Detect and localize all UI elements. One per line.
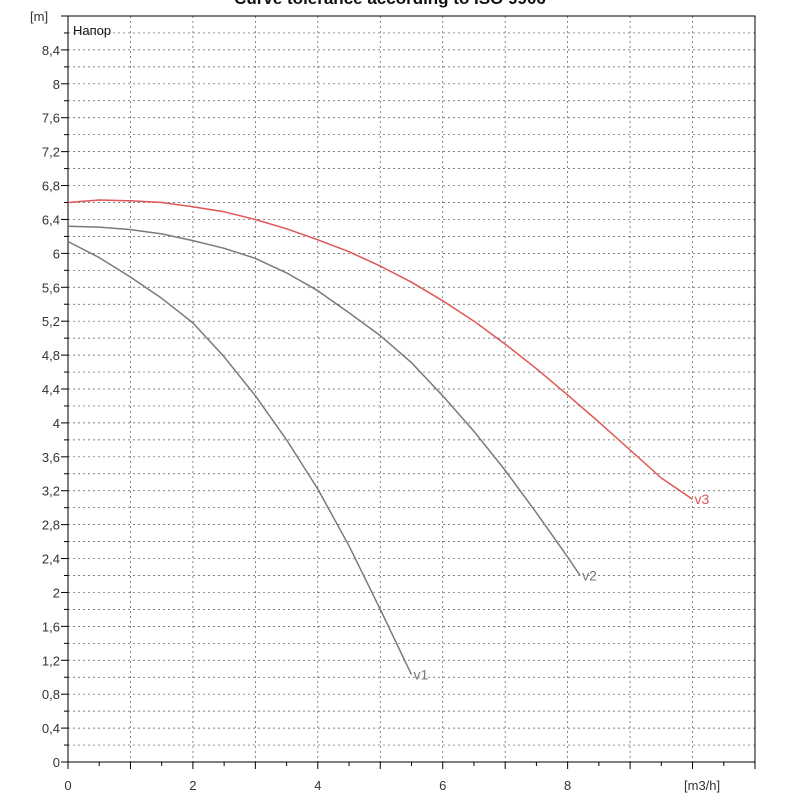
- axes: 0 0,4 0,8 1,2 1,6 2 2,4 2,8 3,2 3,6 4 4,4 4,8 5,2 5,6 6…: [42, 15, 756, 793]
- series-label-v3: v3: [695, 491, 710, 507]
- grid: [68, 16, 755, 762]
- y-tick-label: 6,4: [42, 212, 60, 227]
- y-tick-label: 0,4: [42, 721, 60, 736]
- y-tick-label: 1,6: [42, 619, 60, 634]
- y-tick-label: 2,4: [42, 552, 60, 567]
- legend-label: Напор: [73, 23, 111, 38]
- series: v1 v2 v3: [67, 199, 710, 683]
- y-tick-label: 0: [53, 755, 60, 770]
- y-tick-label: 1,2: [42, 653, 60, 668]
- y-tick-label: 4,4: [42, 382, 60, 397]
- y-tick-label: 3,6: [42, 450, 60, 465]
- y-tick-label: 4,8: [42, 348, 60, 363]
- series-line-v2: [67, 225, 581, 576]
- y-tick-label: 5,2: [42, 314, 60, 329]
- y-tick-label: 2: [53, 585, 60, 600]
- x-tick-label: 6: [439, 778, 446, 793]
- series-line-v1: [67, 240, 413, 676]
- x-tick-label: 8: [564, 778, 571, 793]
- series-label-v2: v2: [582, 568, 597, 584]
- y-tick-label: 6,8: [42, 179, 60, 194]
- x-axis-unit: [m3/h]: [684, 778, 720, 793]
- y-tick-label: 7,2: [42, 145, 60, 160]
- series-label-v1: v1: [414, 667, 429, 683]
- y-tick-label: 8,4: [42, 43, 60, 58]
- y-axis-unit: [m]: [30, 9, 48, 24]
- y-tick-label: 2,8: [42, 518, 60, 533]
- y-tick-label: 6: [53, 246, 60, 261]
- y-tick-label: 5,6: [42, 280, 60, 295]
- y-tick-label: 3,2: [42, 484, 60, 499]
- x-tick-label: 0: [64, 778, 71, 793]
- chart-title: Curve tolerance according to ISO 9906: [234, 0, 546, 8]
- y-tick-label: 7,6: [42, 111, 60, 126]
- y-tick-label: 0,8: [42, 687, 60, 702]
- x-tick-label: 2: [189, 778, 196, 793]
- x-tick-label: 4: [314, 778, 321, 793]
- series-line-v3: [67, 199, 693, 500]
- y-tick-label: 4: [53, 416, 60, 431]
- y-tick-label: 8: [53, 77, 60, 92]
